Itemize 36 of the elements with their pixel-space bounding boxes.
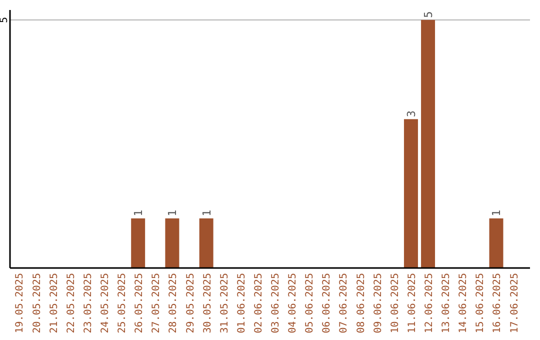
- data-label: 3: [404, 110, 418, 118]
- data-label: 1: [166, 210, 180, 216]
- x-tick-label: 24.05.2025: [100, 273, 111, 334]
- data-label: 5: [422, 11, 436, 18]
- x-tick-label: 02.06.2025: [253, 273, 264, 334]
- x-tick-label: 03.06.2025: [270, 273, 282, 334]
- x-tick-label: 16.06.2025: [492, 273, 504, 334]
- x-tick-label: 15.06.2025: [475, 273, 486, 334]
- x-tick-label: 17.06.2025: [509, 273, 520, 334]
- x-tick-label: 25.05.2025: [117, 273, 128, 334]
- x-tick-label: 09.06.2025: [372, 273, 384, 334]
- x-tick-label: 26.05.2025: [134, 273, 146, 334]
- x-tick-label: 01.06.2025: [236, 273, 248, 334]
- x-tick-label: 05.06.2025: [304, 273, 316, 334]
- x-tick-label: 10.06.2025: [390, 273, 401, 334]
- x-tick-label: 30.05.2025: [202, 273, 214, 334]
- x-tick-label: 29.05.2025: [185, 273, 196, 334]
- data-label: 1: [200, 210, 214, 216]
- x-tick-label: 28.05.2025: [168, 273, 180, 334]
- x-tick-label: 21.05.2025: [48, 273, 60, 334]
- data-label: 1: [132, 210, 146, 216]
- data-label: 1: [490, 210, 504, 216]
- x-tick-label: 22.05.2025: [66, 273, 77, 334]
- x-tick-label: 04.06.2025: [288, 273, 299, 334]
- x-tick-label: 13.06.2025: [441, 273, 452, 334]
- x-tick-label: 19.05.2025: [14, 273, 26, 334]
- x-tick-label: 31.05.2025: [219, 273, 230, 334]
- x-tick-label: 27.05.2025: [151, 273, 162, 334]
- x-tick-label: 11.06.2025: [406, 273, 418, 334]
- x-tick-label: 12.06.2025: [424, 273, 436, 334]
- x-tick-label: 14.06.2025: [458, 273, 470, 334]
- x-tick-label: 20.05.2025: [32, 273, 43, 334]
- x-tick-label: 23.05.2025: [82, 273, 94, 334]
- x-tick-label: 08.06.2025: [356, 273, 367, 334]
- x-tick-label: 07.06.2025: [338, 273, 350, 334]
- x-tick-label: 06.06.2025: [322, 273, 333, 334]
